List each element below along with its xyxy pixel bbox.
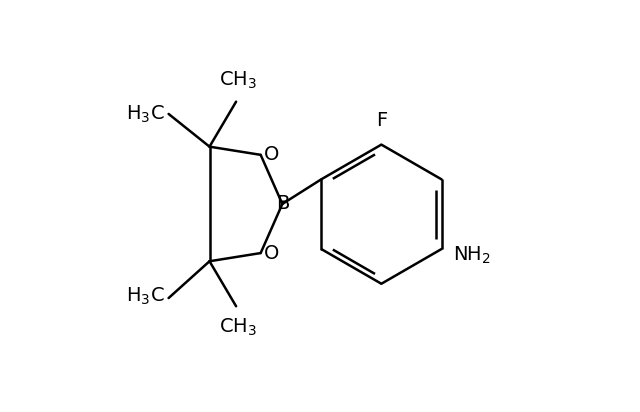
Text: CH$_3$: CH$_3$ [219,316,257,338]
Text: CH$_3$: CH$_3$ [219,70,257,91]
Text: O: O [264,145,279,164]
Text: B: B [276,194,289,213]
Text: NH$_2$: NH$_2$ [453,244,491,266]
Text: H$_3$C: H$_3$C [126,103,164,124]
Text: F: F [376,111,387,130]
Text: O: O [264,243,279,262]
Text: H$_3$C: H$_3$C [126,286,164,307]
